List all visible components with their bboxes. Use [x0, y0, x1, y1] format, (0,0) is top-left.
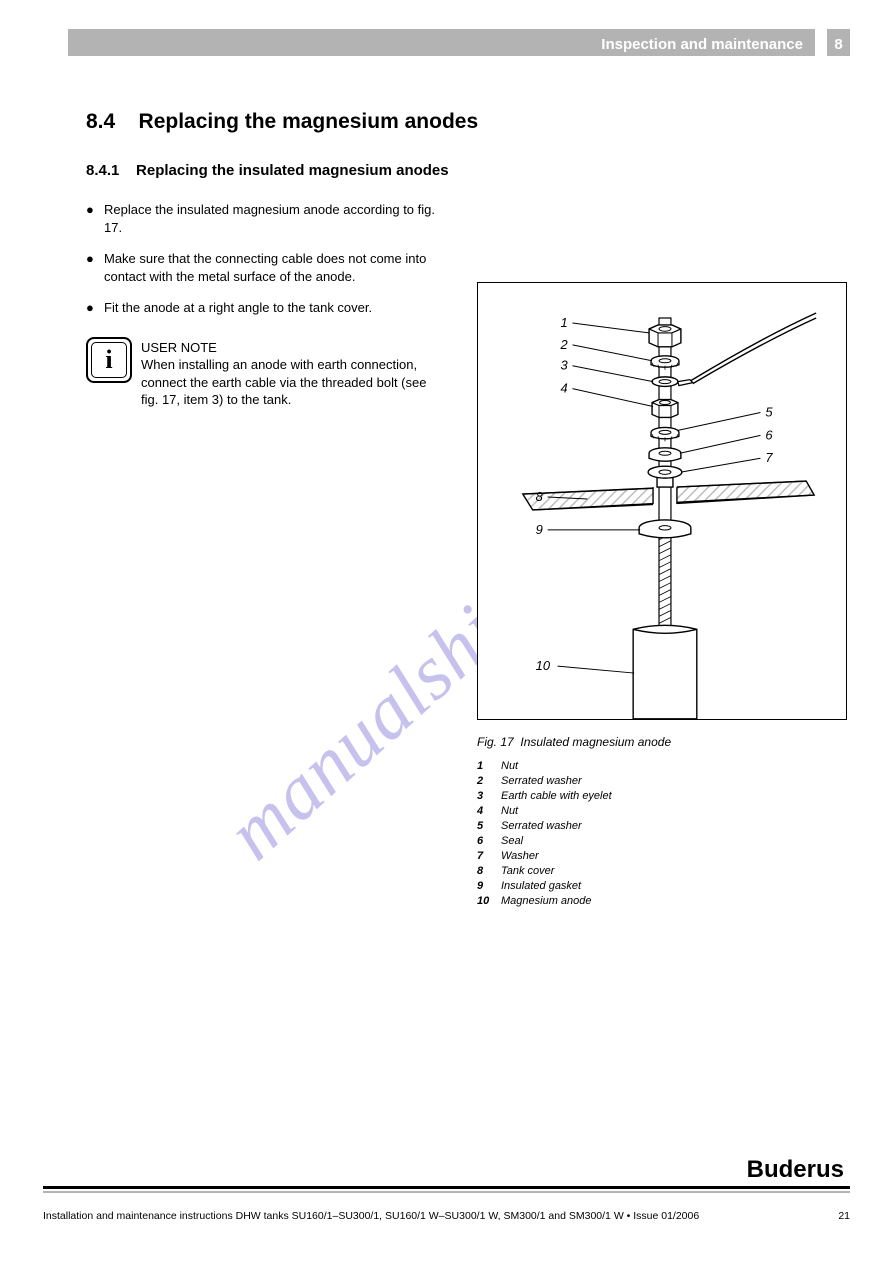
legend-item: 2Serrated washer: [477, 775, 847, 787]
figure-caption: Fig. 17 Insulated magnesium anode: [477, 735, 847, 749]
info-icon-wrap: i: [86, 337, 141, 383]
list-item: ● Make sure that the connecting cable do…: [86, 250, 446, 285]
figure-caption-text: Insulated magnesium anode: [520, 735, 671, 749]
fig-label-8: 8: [536, 489, 544, 504]
footer-page-number: 21: [838, 1210, 850, 1222]
section-heading-text: Replacing the magnesium anodes: [139, 110, 479, 133]
subsection-heading-text: Replacing the insulated magnesium anodes: [136, 162, 449, 179]
bullet-marker: ●: [86, 250, 104, 285]
bullet-text: Fit the anode at a right angle to the ta…: [104, 299, 446, 317]
gasket-9: [639, 520, 691, 538]
fig-label-10: 10: [536, 658, 551, 673]
subsection-heading-number: 8.4.1: [86, 162, 119, 179]
legend-item: 4Nut: [477, 805, 847, 817]
figure-box: 1 2 3 4 5 6 7 8 9: [477, 282, 847, 720]
fig-label-3: 3: [561, 358, 569, 373]
user-note-text: USER NOTE When installing an anode with …: [141, 337, 446, 409]
footer-rule-top: [43, 1186, 850, 1189]
body-column: ● Replace the insulated magnesium anode …: [86, 201, 446, 409]
bullet-text: Make sure that the connecting cable does…: [104, 250, 446, 285]
user-note-body: When installing an anode with earth conn…: [141, 357, 426, 407]
footer-rule-bottom: [43, 1191, 850, 1193]
nut-4: [652, 400, 678, 418]
fig-label-1: 1: [561, 315, 568, 330]
fig-label-6: 6: [765, 427, 773, 442]
anode-body: [633, 625, 697, 718]
legend-item: 3Earth cable with eyelet: [477, 790, 847, 802]
serrated-washer-5: [651, 427, 679, 441]
bullet-marker: ●: [86, 201, 104, 236]
subsection-heading: 8.4.1 Replacing the insulated magnesium …: [86, 162, 846, 179]
serrated-washer-2: [651, 356, 679, 370]
fig-label-7: 7: [765, 450, 773, 465]
figure-caption-prefix: Fig. 17: [477, 735, 514, 749]
user-note-lead: USER NOTE: [141, 340, 217, 355]
legend-item: 6Seal: [477, 835, 847, 847]
info-icon: i: [86, 337, 132, 383]
earth-eyelet-3: [652, 313, 816, 386]
section-heading-number: 8.4: [86, 110, 115, 133]
fig-label-5: 5: [765, 404, 773, 419]
seal-6: [649, 448, 681, 461]
list-item: ● Replace the insulated magnesium anode …: [86, 201, 446, 236]
header-title: Inspection and maintenance: [68, 31, 815, 58]
nut-1: [649, 325, 681, 347]
fig-label-2: 2: [560, 337, 568, 352]
footer-left-text: Installation and maintenance instruction…: [43, 1210, 699, 1222]
fig-label-4: 4: [561, 381, 568, 396]
legend-item: 5Serrated washer: [477, 820, 847, 832]
bullet-text: Replace the insulated magnesium anode ac…: [104, 201, 446, 236]
legend-item: 9Insulated gasket: [477, 880, 847, 892]
legend-item: 7Washer: [477, 850, 847, 862]
legend-item: 1Nut: [477, 760, 847, 772]
legend-item: 10Magnesium anode: [477, 895, 847, 907]
section-heading: 8.4 Replacing the magnesium anodes: [86, 110, 846, 134]
list-item: ● Fit the anode at a right angle to the …: [86, 299, 446, 317]
footer-brand: Buderus: [747, 1156, 844, 1184]
bullet-marker: ●: [86, 299, 104, 317]
fig-label-9: 9: [536, 522, 543, 537]
header-section-number: 8: [827, 31, 850, 58]
legend-item: 8Tank cover: [477, 865, 847, 877]
user-note: i USER NOTE When installing an anode wit…: [86, 337, 446, 409]
figure-legend: 1Nut 2Serrated washer 3Earth cable with …: [477, 760, 847, 910]
